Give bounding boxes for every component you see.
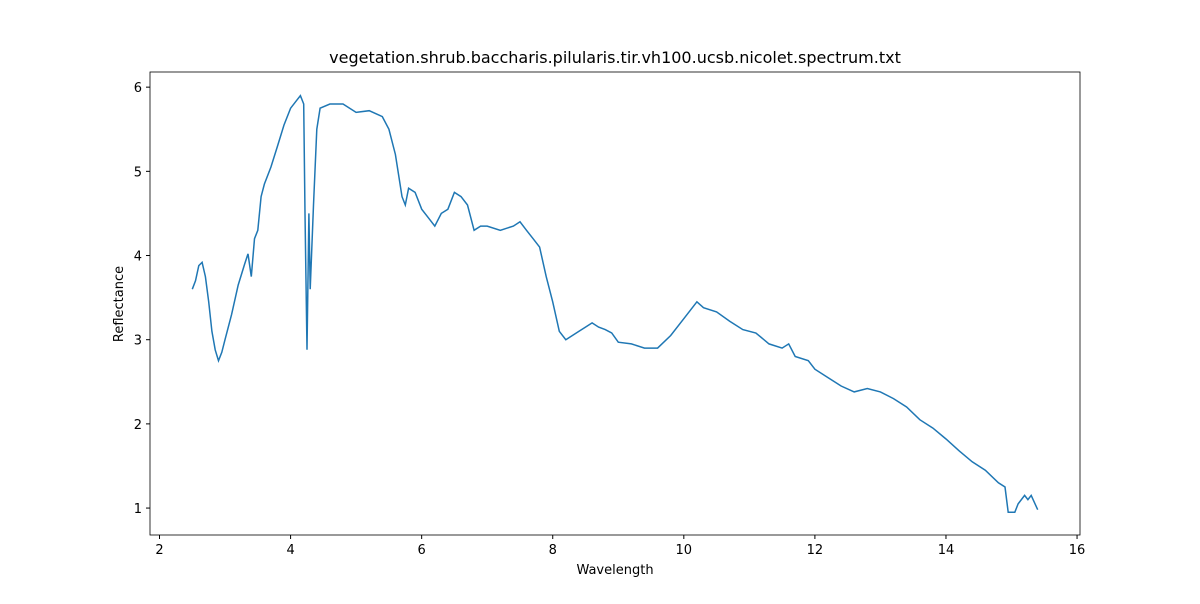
x-tick-label: 4 xyxy=(286,543,294,558)
x-axis-label: Wavelength xyxy=(576,563,653,578)
y-tick-label: 5 xyxy=(134,165,142,180)
x-tick-label: 10 xyxy=(676,543,693,558)
x-tick-label: 2 xyxy=(155,543,163,558)
plot-frame xyxy=(149,71,1081,536)
x-tick-label: 16 xyxy=(1069,543,1086,558)
y-tick-label: 2 xyxy=(134,418,142,433)
x-tick-label: 14 xyxy=(938,543,955,558)
x-tick-label: 12 xyxy=(807,543,824,558)
y-tick-label: 4 xyxy=(134,250,142,265)
x-tick-label: 8 xyxy=(549,543,557,558)
x-tick-label: 6 xyxy=(418,543,426,558)
y-tick-label: 3 xyxy=(134,334,142,349)
y-tick-label: 1 xyxy=(134,502,142,517)
y-axis-label: Reflectance xyxy=(112,266,127,342)
chart-title: vegetation.shrub.baccharis.pilularis.tir… xyxy=(329,48,901,67)
spectrum-line xyxy=(191,94,1039,514)
y-tick-label: 6 xyxy=(134,81,142,96)
